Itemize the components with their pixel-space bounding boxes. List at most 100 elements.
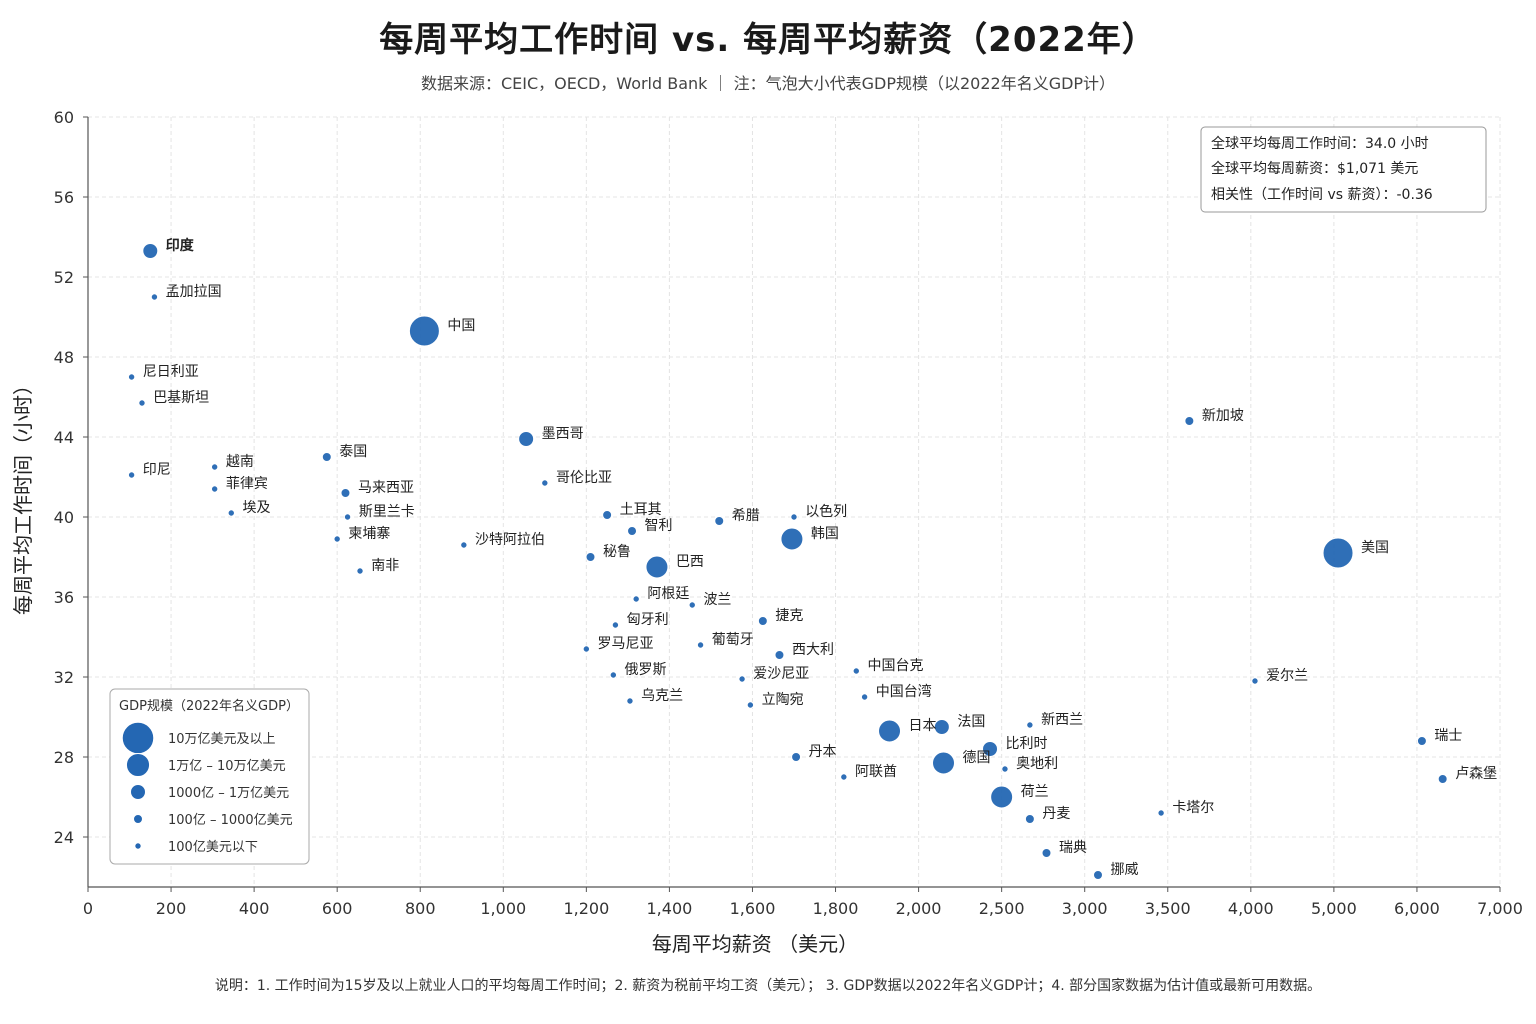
data-label: 中国台湾	[876, 683, 932, 700]
data-point	[1251, 677, 1259, 685]
data-label: 希腊	[732, 508, 760, 524]
data-point	[688, 601, 696, 609]
data-point	[460, 541, 468, 549]
legend-items: 10万亿美元及以上 1万亿 – 10万亿美元 1000亿 – 1万亿美元 100亿 –…	[121, 721, 293, 855]
data-point	[227, 509, 235, 517]
data-point	[1157, 809, 1165, 817]
data-label: 葡萄牙	[712, 632, 754, 648]
data-label: 新西兰	[1041, 712, 1083, 728]
data-label: 哥伦比亚	[556, 470, 612, 486]
data-label: 沙特阿拉伯	[475, 532, 545, 548]
data-label: 巴西	[676, 554, 704, 570]
x-tick-label: 600	[322, 899, 353, 918]
data-point	[757, 616, 768, 626]
y-tick-label: 40	[54, 508, 74, 527]
data-label: 法国	[957, 714, 985, 730]
data-point	[408, 315, 440, 347]
data-label: 新加坡	[1202, 408, 1244, 424]
x-tick-label: 5,000	[1311, 899, 1357, 918]
data-label: 捷克	[775, 608, 803, 624]
data-label: 尼日利亚	[143, 364, 199, 380]
data-point	[142, 243, 159, 259]
grid	[88, 116, 1501, 887]
data-label: 爱尔兰	[1266, 668, 1308, 684]
data-label: 德国	[963, 750, 991, 766]
data-point	[602, 510, 613, 520]
data-label: 泰国	[339, 444, 367, 460]
data-label: 墨西哥	[542, 426, 584, 442]
data-label: 越南	[226, 454, 254, 470]
data-label: 挪威	[1110, 862, 1138, 878]
data-label: 荷兰	[1021, 784, 1049, 800]
data-point	[1026, 721, 1034, 729]
legend-marker	[125, 752, 151, 778]
data-point	[933, 719, 950, 735]
x-tick-label: 3,500	[1145, 899, 1191, 918]
x-tick-label: 2,500	[979, 899, 1025, 918]
data-point	[774, 650, 785, 660]
data-point	[1437, 774, 1448, 784]
legend-marker	[134, 842, 142, 850]
chart-title: 每周平均工作时间 vs. 每周平均薪资（2022年）	[379, 20, 1157, 60]
data-label: 比利时	[1006, 736, 1048, 752]
data-point	[127, 373, 136, 381]
data-label: 阿联酋	[855, 763, 897, 780]
data-point	[738, 675, 746, 683]
data-points	[127, 243, 1448, 880]
data-point	[210, 485, 219, 493]
data-point	[585, 552, 596, 562]
data-label: 立陶宛	[762, 692, 804, 708]
data-point	[127, 471, 136, 479]
stats-box-frame	[1200, 126, 1487, 213]
data-label: 印尼	[143, 462, 171, 478]
data-point	[696, 641, 705, 649]
data-point	[138, 399, 146, 407]
data-point	[611, 621, 620, 629]
data-point	[343, 513, 352, 521]
data-point	[840, 773, 848, 781]
x-tick-label: 800	[405, 899, 436, 918]
x-tick-label: 200	[156, 899, 187, 918]
data-label: 土耳其	[620, 502, 662, 518]
x-tick-label: 6,000	[1394, 899, 1440, 918]
data-label: 中国	[447, 318, 475, 334]
data-label: 智利	[645, 518, 673, 534]
data-label: 柬埔寨	[348, 525, 390, 542]
data-point	[1001, 765, 1009, 773]
data-label: 日本	[909, 718, 937, 734]
data-point	[356, 567, 364, 575]
axes	[87, 117, 1500, 888]
data-point	[746, 701, 755, 709]
data-label: 韩国	[811, 526, 839, 542]
legend-label: 1万亿 – 10万亿美元	[168, 759, 286, 774]
legend-label: 10万亿美元及以上	[168, 732, 276, 747]
data-label: 波兰	[703, 592, 731, 608]
data-point	[609, 671, 618, 679]
data-point	[1322, 537, 1354, 569]
data-point	[626, 697, 634, 705]
data-point	[1041, 848, 1052, 858]
data-point	[321, 452, 332, 462]
legend-marker	[130, 784, 146, 800]
y-tick-label: 48	[54, 348, 74, 367]
y-tick-label: 60	[54, 108, 74, 127]
y-tick-label: 28	[54, 748, 74, 767]
x-tick-label: 1,400	[647, 899, 693, 918]
data-point	[982, 741, 999, 757]
y-tick-label: 56	[54, 188, 74, 207]
data-point	[1092, 870, 1103, 880]
legend-label: 100亿 – 1000亿美元	[168, 813, 293, 828]
data-label: 卢森堡	[1455, 766, 1497, 782]
data-label: 匈牙利	[627, 612, 669, 628]
data-label: 孟加拉国	[166, 284, 222, 300]
y-tick-label: 52	[54, 268, 74, 287]
data-label: 罗马尼亚	[598, 636, 654, 652]
data-label: 乌克兰	[641, 688, 683, 704]
chart-subtitle: 数据来源：CEIC，OECD，World Bank ｜ 注：气泡大小代表GDP规…	[420, 74, 1116, 93]
data-label: 中国台克	[867, 658, 923, 674]
legend-label: 1000亿 – 1万亿美元	[168, 786, 289, 801]
legend-label: 100亿美元以下	[168, 840, 258, 855]
data-point	[1416, 736, 1427, 746]
data-point	[790, 513, 798, 521]
data-label: 马来西亚	[358, 480, 414, 496]
